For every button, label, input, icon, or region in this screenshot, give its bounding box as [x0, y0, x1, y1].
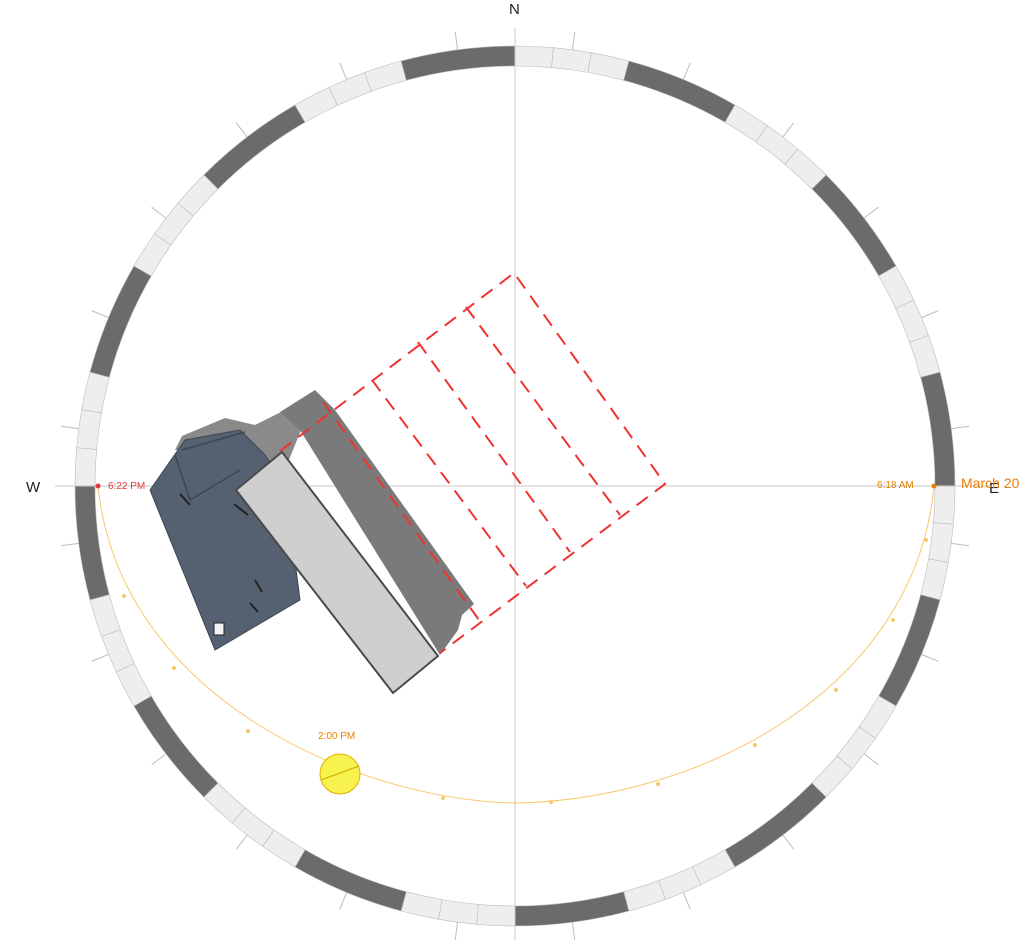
ring-tick [60, 542, 79, 547]
ring-tick [863, 206, 879, 219]
ring-segment-light [928, 522, 954, 563]
hour-dot [891, 618, 895, 622]
sun-path-hour-dots [122, 538, 928, 804]
ring-tick [454, 31, 459, 50]
ring-tick [682, 62, 691, 80]
ring-segment-dark [74, 485, 110, 601]
ring-segment-dark [920, 371, 956, 487]
ring-tick [235, 834, 248, 850]
sun-disc [319, 753, 361, 795]
shadow-outer-edge [279, 271, 667, 654]
ring-segment-dark [133, 695, 219, 798]
ring-segment-light [514, 45, 554, 68]
building-wall [280, 390, 474, 655]
ring-segment-light [933, 485, 956, 525]
sunrise-label: 6:18 AM [877, 480, 914, 491]
ring-tick [782, 834, 795, 850]
hour-dot [246, 729, 250, 733]
ring-segment-light [76, 409, 102, 450]
ring-tick [782, 122, 795, 138]
ring-segment-light [623, 880, 666, 912]
east-label: E [989, 480, 999, 497]
sunrise-marker [931, 483, 937, 489]
ring-tick [571, 31, 576, 50]
sunset-marker [95, 483, 101, 489]
ring-segment-dark [514, 891, 630, 927]
ring-segment-light [74, 447, 97, 487]
ring-segment-dark [811, 174, 897, 277]
ring-segment-light [909, 335, 941, 378]
ring-segment-dark [203, 104, 306, 190]
west-label: W [26, 479, 41, 496]
sun [319, 753, 361, 795]
hour-dot [441, 796, 445, 800]
date-label: March 20 [961, 475, 1020, 491]
hour-dot [753, 743, 757, 747]
sun-path-arc [97, 485, 935, 804]
ring-segment-light [920, 558, 949, 601]
building-roof [234, 450, 440, 695]
ring-segment-light [658, 866, 702, 900]
ring-tick [454, 922, 459, 941]
hour-dot [549, 800, 553, 804]
current-time-label: 2:00 PM [318, 731, 355, 742]
shadow-outline [279, 271, 667, 654]
hour-dot [656, 782, 660, 786]
ring-segment-light [400, 891, 443, 920]
ring-segment-dark [400, 45, 516, 81]
ring-tick [921, 653, 939, 662]
hour-dot [172, 666, 176, 670]
ring-segment-light [438, 899, 479, 925]
hour-ring [74, 45, 956, 927]
ring-tick [951, 425, 970, 430]
ring-segment-light [101, 629, 135, 673]
ring-tick [91, 653, 109, 662]
ring-segment-dark [294, 849, 407, 912]
ring-segment-light [587, 52, 630, 81]
ring-tick [151, 206, 167, 219]
ring-tick [951, 542, 970, 547]
ring-tick [863, 753, 879, 766]
ring-ticks [60, 31, 970, 941]
sunset-label: 6:22 PM [108, 481, 145, 492]
ring-segment-light [364, 60, 407, 92]
ring-segment-light [81, 371, 110, 414]
north-label: N [509, 1, 520, 18]
ring-segment-light [89, 594, 121, 637]
ring-segment-dark [724, 782, 827, 868]
ring-tick [571, 922, 576, 941]
ring-segment-dark [623, 60, 736, 123]
ring-segment-light [328, 72, 372, 106]
hour-dot [122, 594, 126, 598]
ring-tick [339, 892, 348, 910]
ring-tick [235, 122, 248, 138]
ring-tick [339, 62, 348, 80]
ring-tick [91, 310, 109, 319]
building [234, 390, 474, 695]
ring-segment-dark [89, 265, 152, 378]
house-chimney [213, 622, 225, 636]
ring-segment-dark [878, 594, 941, 707]
ring-tick [151, 753, 167, 766]
ring-segment-light [895, 299, 929, 343]
hour-dot [834, 688, 838, 692]
ring-tick [60, 425, 79, 430]
ring-tick [682, 892, 691, 910]
ring-segment-light [551, 47, 592, 73]
ring-tick [921, 310, 939, 319]
ring-segment-light [476, 904, 516, 927]
hour-dot [924, 538, 928, 542]
